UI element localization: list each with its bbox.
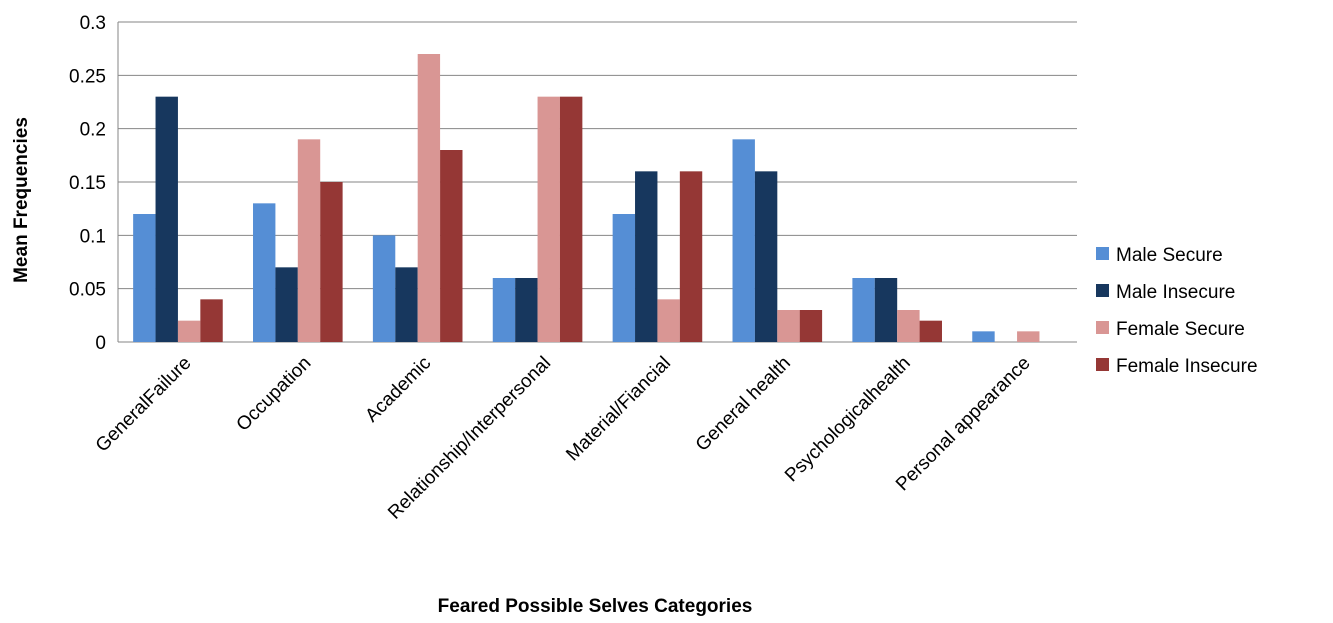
bar-female-insecure [919,320,942,342]
x-tick-label: Occupation [233,353,316,436]
bar-male-insecure [635,171,658,342]
x-tick-label: Academic [361,353,435,427]
bar-male-insecure [275,267,298,342]
legend-swatch [1096,358,1109,371]
bar-male-secure [732,139,755,342]
y-tick-label: 0.3 [80,13,106,34]
bar-female-secure [897,310,920,342]
bar-female-insecure [559,96,583,343]
bar-female-secure [777,310,800,342]
legend-swatch [1096,321,1109,334]
legend: Male Secure Male Insecure Female Secure Fem… [1096,245,1258,377]
bar-female-secure [297,139,321,342]
bar-male-insecure [754,171,778,342]
legend-label: Female Secure [1116,319,1245,340]
bar-male-insecure [395,267,418,342]
y-tick-label: 0.05 [69,280,106,301]
bars [133,54,1040,343]
x-tick-label: General health [692,353,795,456]
bar-male-secure [852,278,875,342]
bar-female-secure [177,320,201,342]
bar-female-insecure [200,299,223,342]
y-tick-labels: 0 0.05 0.1 0.15 0.2 0.25 0.3 [69,13,106,354]
bar-female-secure [1017,331,1040,342]
bar-female-insecure [799,310,823,342]
y-tick-label: 0.1 [80,226,106,247]
x-tick-label: GeneralFailure [92,353,196,457]
bar-female-insecure [440,150,463,342]
bar-male-secure [492,278,516,342]
bar-male-secure [133,214,156,342]
bar-female-insecure [320,182,343,342]
bar-male-secure [372,235,396,342]
legend-label: Male Insecure [1116,282,1235,303]
legend-label: Male Secure [1116,245,1223,266]
x-tick-labels: GeneralFailure Occupation AcademicRelation… [92,353,1035,524]
bar-male-secure [612,214,636,342]
bar-female-secure [537,96,560,343]
x-axis-title: Feared Possible Selves Categories [438,596,753,617]
x-tick-label: Psychologicalhealth [781,353,915,487]
bar-male-insecure [155,96,178,343]
y-axis-title: Mean Frequencies [11,117,32,283]
y-tick-label: 0 [95,333,106,354]
bar-female-insecure [679,171,703,342]
y-tick-label: 0.15 [69,173,106,194]
bar-male-secure [972,331,995,342]
bar-female-secure [657,299,680,342]
y-tick-label: 0.25 [69,66,106,87]
legend-label: Female Insecure [1116,356,1258,377]
y-tick-label: 0.2 [80,120,106,141]
bar-female-secure [417,54,441,342]
legend-swatch [1096,247,1109,260]
x-tick-label: Material/Fiancial [562,353,675,466]
bar-male-secure [253,203,276,342]
bar-male-insecure [515,278,538,342]
bar-male-insecure [874,278,898,342]
x-tick-label: Personal appearance [892,353,1035,496]
legend-swatch [1096,284,1109,297]
